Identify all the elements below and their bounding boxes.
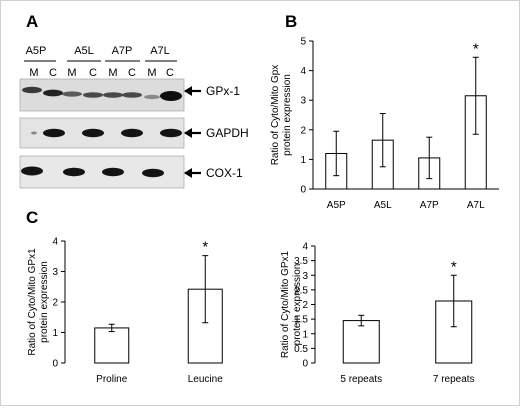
blot-group-label: A7L <box>150 45 170 57</box>
gpx1-arrow-head <box>184 86 192 96</box>
cox1-arrow-head <box>184 168 192 178</box>
x-tick-label: Proline <box>96 374 128 385</box>
y-tick-label: 0 <box>302 359 308 370</box>
panel-b-letter: B <box>285 12 297 31</box>
lane-label-m: M <box>147 67 156 79</box>
y-tick-label: 2 <box>300 125 306 136</box>
y-axis-title: Ratio of Cyto/Mito GPx1 <box>280 250 291 358</box>
blot-label-cox1: COX-1 <box>206 166 243 180</box>
blot-band <box>62 91 82 97</box>
blot-band <box>160 128 182 138</box>
blot-band <box>31 131 37 135</box>
blot-band <box>103 92 123 98</box>
y-axis-title: protein expression <box>39 261 50 343</box>
significance-marker: * <box>202 239 208 256</box>
blot-band <box>160 91 182 101</box>
lane-label-m: M <box>29 67 38 79</box>
significance-marker: * <box>451 258 457 275</box>
y-tick-label: 3 <box>52 267 58 278</box>
y-tick-label: 1 <box>300 155 306 166</box>
blot-band <box>21 166 43 176</box>
x-tick-label: 7 repeats <box>433 374 475 385</box>
lane-label-m: M <box>108 67 117 79</box>
blot-group-label: A5P <box>26 45 47 57</box>
blot-band <box>43 128 65 138</box>
blot-band <box>82 128 104 138</box>
blot-band <box>43 89 63 97</box>
chart-b: 0 1 2 3 4 5 Ratio of Cyto/Mito Gpx protein expr… <box>270 37 499 211</box>
y-tick-label: 0 <box>300 185 306 196</box>
x-tick-label: 5 repeats <box>340 374 382 385</box>
x-tick-label: A7L <box>467 200 485 211</box>
x-tick-label: A5L <box>374 200 392 211</box>
bar <box>342 320 380 364</box>
blot-label-gpx1: GPx-1 <box>206 84 240 98</box>
blot-label-gapdh: GAPDH <box>206 126 249 140</box>
y-axis-title: Ratio of Cyto/Mito Gpx <box>270 65 281 166</box>
panel-a-letter: A <box>26 12 38 31</box>
lane-label-m: M <box>67 67 76 79</box>
y-tick-label: 2 <box>302 300 308 311</box>
blot-band <box>63 167 85 177</box>
y-axis-title: protein expression <box>282 74 293 156</box>
y-tick-label: 0.5 <box>294 344 308 355</box>
lane-label-c: C <box>128 67 136 79</box>
chart-c-left: 0 1 2 3 4 Ratio of Cyto/Mito GPx1 protein expr… <box>27 237 223 386</box>
x-tick-label: A5P <box>327 200 346 211</box>
blot-band <box>142 168 164 178</box>
lane-label-c: C <box>49 67 57 79</box>
y-tick-label: 0 <box>52 359 58 370</box>
y-tick-label: 4 <box>300 66 306 77</box>
y-tick-label: 3 <box>300 96 306 107</box>
blot-group-label: A5L <box>74 45 94 57</box>
y-tick-label: 3.5 <box>294 256 308 267</box>
blot-band <box>122 92 142 98</box>
blot-band <box>102 167 124 177</box>
y-tick-label: 5 <box>300 37 306 48</box>
y-tick-label: 3 <box>302 271 308 282</box>
lane-label-c: C <box>166 67 174 79</box>
y-tick-label: 1 <box>302 329 308 340</box>
chart-c-right: 0 0.5 1 1.5 2 2.5 3 3.5 4 Ratio of Cyto/Mito GPx1… <box>280 242 475 386</box>
y-axis-title: protein expression <box>292 264 303 346</box>
y-axis-title: Ratio of Cyto/Mito GPx1 <box>27 248 38 356</box>
significance-marker: * <box>473 40 479 57</box>
western-blot-panel: A5P A5L A7P A7L M C M C M C M C GPx-1 <box>19 45 249 189</box>
blot-band <box>83 92 103 98</box>
y-tick-label: 1.5 <box>294 315 308 326</box>
x-tick-label: A7P <box>420 200 439 211</box>
y-tick-label: 2.5 <box>294 285 308 296</box>
y-tick-label: 4 <box>52 237 58 248</box>
panel-c-letter: C <box>26 208 38 227</box>
y-tick-label: 1 <box>52 328 58 339</box>
gapdh-arrow-head <box>184 128 192 138</box>
blot-band <box>121 128 143 138</box>
bar <box>94 327 130 364</box>
blot-group-label: A7P <box>112 45 133 57</box>
lane-label-c: C <box>89 67 97 79</box>
blot-band <box>22 86 42 94</box>
x-tick-label: Leucine <box>188 374 223 385</box>
y-tick-label: 4 <box>302 242 308 253</box>
blot-band <box>144 94 160 100</box>
y-tick-label: 2 <box>52 298 58 309</box>
